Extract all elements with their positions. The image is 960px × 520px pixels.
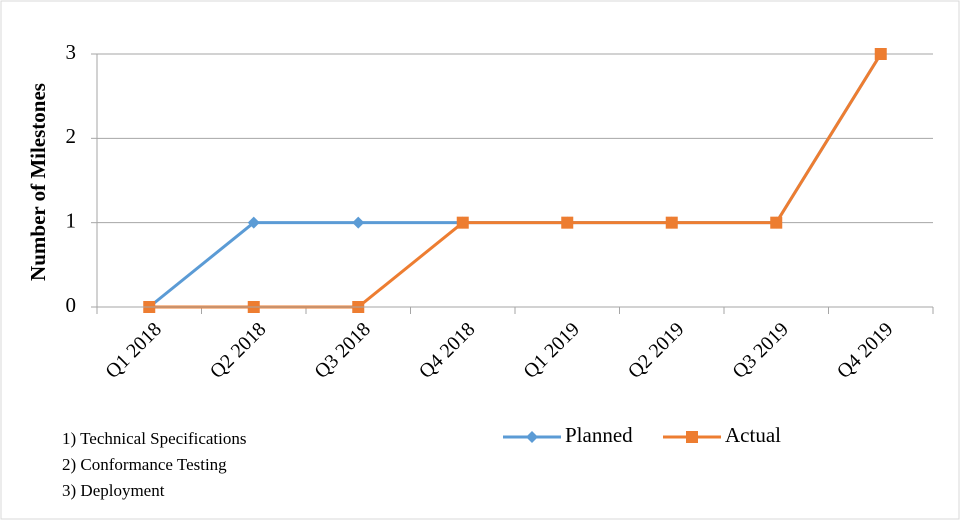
marker: [770, 216, 783, 229]
marker: [874, 48, 887, 60]
y-axis-label: Number of Milestones: [26, 83, 50, 281]
y-tick-label: 0: [66, 293, 77, 317]
legend-label: Actual: [725, 423, 781, 447]
legend-label: Planned: [565, 423, 633, 447]
marker: [352, 216, 365, 229]
annotation: 2) Conformance Testing: [62, 455, 227, 474]
annotation: 1) Technical Specifications: [62, 429, 247, 448]
legend-marker: [686, 431, 698, 443]
marker: [561, 216, 574, 229]
annotation: 3) Deployment: [62, 481, 165, 500]
y-tick-label: 2: [66, 124, 77, 148]
y-tick-label: 1: [66, 208, 77, 232]
marker: [665, 216, 678, 229]
marker: [247, 216, 260, 229]
y-tick-label: 3: [66, 40, 77, 64]
legend-marker: [526, 431, 538, 443]
marker: [456, 216, 469, 229]
